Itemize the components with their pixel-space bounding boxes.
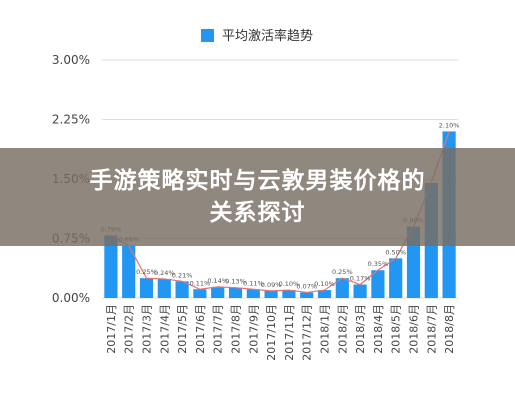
data-label: 0.09%	[261, 281, 282, 289]
x-tick-label: 2017/3月	[141, 304, 154, 354]
data-label: 0.14%	[207, 277, 228, 285]
x-tick-label: 2018/5月	[390, 304, 403, 354]
legend-label: 平均激活率趋势	[222, 28, 313, 44]
bar	[282, 290, 296, 298]
bar	[353, 284, 367, 298]
x-tick-label: 2017/5月	[176, 304, 189, 354]
bar	[175, 281, 189, 298]
data-label: 0.21%	[172, 271, 193, 279]
data-label: 2.10%	[439, 121, 460, 129]
bar	[193, 289, 207, 298]
x-tick-label: 2017/2月	[123, 304, 136, 354]
x-tick-label: 2018/8月	[443, 304, 456, 354]
data-label: 0.25%	[332, 268, 353, 276]
y-tick-label: 2.25%	[52, 113, 90, 127]
data-label: 0.07%	[296, 282, 317, 290]
data-label: 0.50%	[385, 248, 406, 256]
bar	[122, 245, 136, 298]
x-tick-label: 2018/7月	[425, 304, 438, 354]
bar	[246, 289, 260, 298]
x-tick-label: 2018/6月	[408, 304, 421, 354]
data-label: 0.13%	[225, 278, 246, 286]
x-tick-label: 2018/4月	[372, 304, 385, 354]
title-banner: 手游策略实时与云敦男装价格的 关系探讨	[0, 148, 515, 246]
x-tick-label: 2017/8月	[230, 304, 243, 354]
data-label: 0.17%	[350, 275, 371, 283]
x-tick-label: 2018/3月	[354, 304, 367, 354]
data-label: 0.24%	[154, 269, 175, 277]
data-label: 0.10%	[314, 280, 335, 288]
bar	[157, 278, 171, 298]
y-tick-label: 3.00%	[52, 53, 90, 67]
bar	[335, 278, 349, 298]
trend-polyline	[110, 131, 450, 294]
data-label: 0.11%	[190, 279, 211, 287]
bar	[317, 290, 332, 298]
x-tick-label: 2018/1月	[319, 304, 332, 354]
data-label: 0.11%	[243, 279, 264, 287]
trend-line	[110, 131, 450, 294]
data-label: 0.35%	[368, 260, 389, 268]
bar	[300, 292, 314, 298]
banner-title-line-2: 关系探讨	[209, 200, 306, 226]
x-tick-label: 2017/4月	[158, 304, 171, 354]
bar	[389, 258, 403, 298]
bar	[264, 290, 278, 298]
x-tick-label: 2017/10月	[265, 304, 278, 361]
x-tick-label: 2017/11月	[283, 304, 296, 361]
x-tick-label: 2018/2月	[336, 304, 349, 354]
bar	[228, 287, 243, 298]
y-tick-label: 0.00%	[52, 291, 90, 305]
bar	[104, 235, 118, 298]
x-axis: 2017/1月 2017/2月 2017/3月 2017/4月 2017/5月 2017/…	[105, 304, 456, 361]
x-tick-label: 2017/7月	[212, 304, 225, 354]
legend: 平均激活率趋势	[201, 28, 313, 44]
x-tick-label: 2017/9月	[247, 304, 260, 354]
banner-title-line-1: 手游策略实时与云敦男装价格的	[89, 168, 426, 194]
x-tick-label: 2017/12月	[301, 304, 314, 361]
bar	[371, 270, 385, 298]
data-label: 0.25%	[136, 268, 157, 276]
x-tick-label: 2017/1月	[105, 304, 118, 354]
bar	[211, 286, 225, 298]
legend-swatch	[201, 29, 214, 42]
data-label: 0.10%	[279, 280, 300, 288]
bar	[139, 278, 154, 298]
x-tick-label: 2017/6月	[194, 304, 207, 354]
